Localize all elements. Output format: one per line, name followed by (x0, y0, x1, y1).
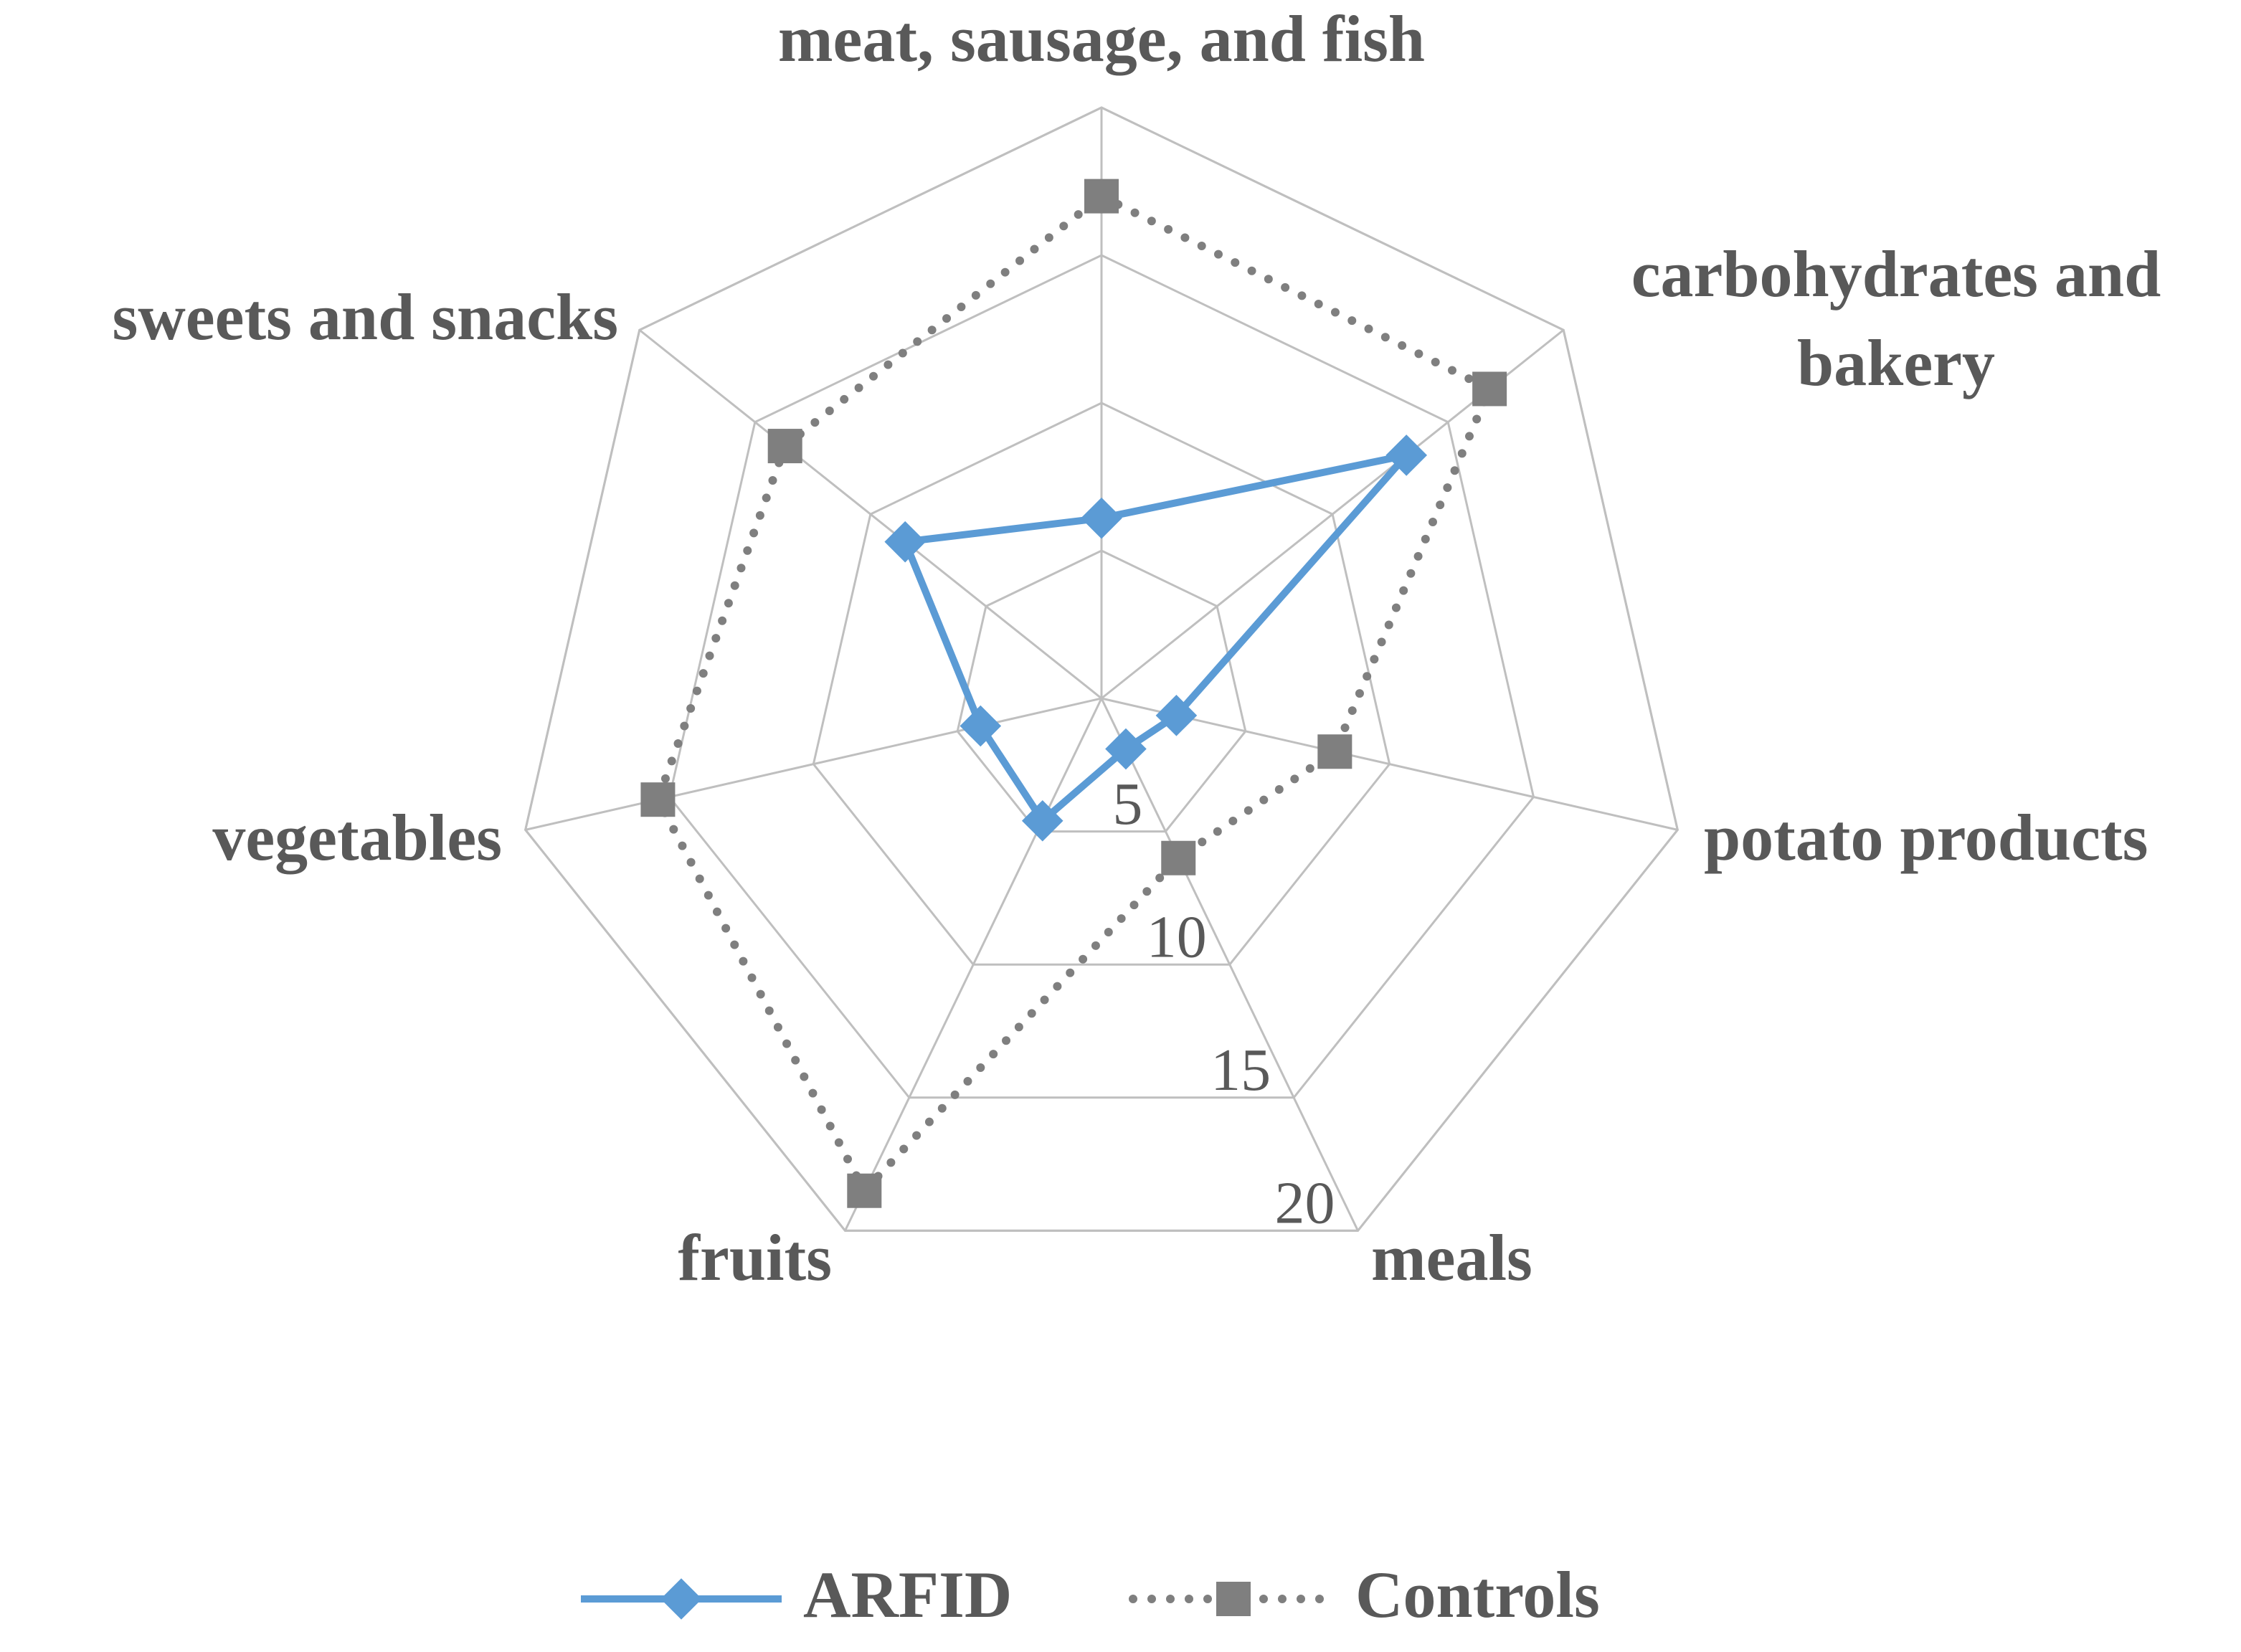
r-tick-label: 5 (1112, 771, 1142, 837)
marker (1317, 734, 1352, 769)
marker (884, 521, 927, 563)
marker (1081, 497, 1122, 539)
legend-label: Controls (1355, 1558, 1600, 1631)
marker (1021, 799, 1063, 842)
marker (1105, 728, 1147, 770)
category-label: meals (1371, 1221, 1532, 1294)
grid-ring (668, 254, 1535, 1099)
r-tick-label: 15 (1210, 1037, 1271, 1103)
outer-ring (524, 106, 1679, 1232)
series (640, 179, 1507, 1208)
legend-label: ARFID (803, 1558, 1012, 1631)
r-tick-label: 20 (1275, 1170, 1335, 1237)
grid-ring (812, 402, 1391, 966)
category-label: potato products (1704, 801, 2148, 874)
legend-marker (660, 1578, 702, 1620)
legend-item: Controls (1129, 1558, 1600, 1631)
marker (1084, 179, 1119, 214)
category-label: meat, sausage, and fish (777, 2, 1426, 75)
marker (1161, 840, 1196, 875)
marker (767, 429, 802, 464)
marker (1155, 695, 1198, 736)
grid-ring (956, 549, 1247, 833)
legend-marker (1216, 1582, 1251, 1616)
series-line (901, 451, 1411, 825)
legend-item: ARFID (581, 1558, 1012, 1631)
marker (847, 1173, 882, 1208)
category-label: fruits (678, 1221, 832, 1294)
category-label: sweets and snacks (112, 280, 618, 353)
marker (1385, 435, 1427, 476)
series (884, 435, 1427, 842)
r-tick-label: 10 (1147, 903, 1207, 970)
marker (960, 705, 1002, 747)
category-label: carbohydrates and bakery (1631, 237, 2161, 399)
marker (1472, 371, 1507, 407)
category-label: vegetables (212, 801, 502, 874)
marker (640, 782, 676, 817)
series-line (653, 191, 1495, 1198)
